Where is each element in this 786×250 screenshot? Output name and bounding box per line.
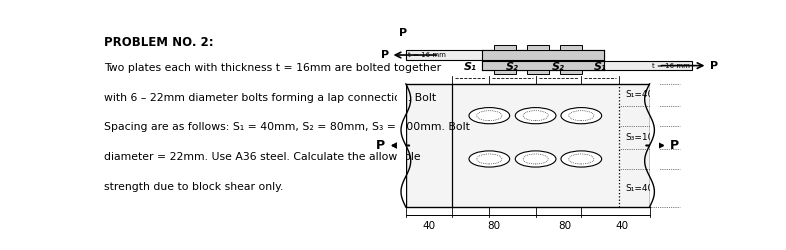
Polygon shape: [406, 84, 649, 207]
Polygon shape: [482, 50, 604, 70]
Ellipse shape: [516, 151, 556, 167]
Text: S₂: S₂: [506, 62, 519, 72]
Text: P: P: [399, 28, 407, 38]
Text: 80: 80: [558, 220, 571, 230]
Polygon shape: [527, 70, 549, 74]
Text: 40: 40: [422, 220, 435, 230]
Polygon shape: [397, 84, 406, 207]
Polygon shape: [560, 46, 582, 50]
Text: S₁=40: S₁=40: [625, 90, 653, 99]
Ellipse shape: [561, 151, 601, 167]
Text: P: P: [376, 139, 385, 152]
Text: S₁: S₁: [593, 62, 607, 72]
Ellipse shape: [516, 108, 556, 124]
Ellipse shape: [469, 151, 509, 167]
Polygon shape: [406, 50, 604, 60]
Text: P: P: [670, 139, 679, 152]
Text: P: P: [380, 50, 389, 60]
Polygon shape: [482, 61, 692, 70]
Text: diameter = 22mm. Use A36 steel. Calculate the allowable: diameter = 22mm. Use A36 steel. Calculat…: [105, 152, 421, 162]
Text: t = 16 mm: t = 16 mm: [652, 62, 690, 68]
Text: S₁: S₁: [464, 62, 477, 72]
Text: Spacing are as follows: S₁ = 40mm, S₂ = 80mm, S₃ = 100mm. Bolt: Spacing are as follows: S₁ = 40mm, S₂ = …: [105, 122, 470, 132]
Text: S₃=100: S₃=100: [625, 133, 659, 142]
Text: PROBLEM NO. 2:: PROBLEM NO. 2:: [105, 36, 214, 49]
Polygon shape: [649, 84, 659, 207]
Polygon shape: [527, 46, 549, 50]
Polygon shape: [560, 70, 582, 74]
Text: 80: 80: [487, 220, 500, 230]
Text: P: P: [711, 60, 718, 70]
Ellipse shape: [469, 108, 509, 124]
Text: t = 16 mm: t = 16 mm: [408, 52, 446, 58]
Polygon shape: [494, 70, 516, 74]
Text: strength due to block shear only.: strength due to block shear only.: [105, 182, 284, 192]
Text: with 6 – 22mm diameter bolts forming a lap connection. Bolt: with 6 – 22mm diameter bolts forming a l…: [105, 92, 436, 102]
Polygon shape: [494, 46, 516, 50]
Text: S₂: S₂: [552, 62, 565, 72]
Text: 40: 40: [615, 220, 628, 230]
Text: Two plates each with thickness t = 16mm are bolted together: Two plates each with thickness t = 16mm …: [105, 63, 442, 73]
Ellipse shape: [561, 108, 601, 124]
Text: S₁=40: S₁=40: [625, 184, 653, 192]
